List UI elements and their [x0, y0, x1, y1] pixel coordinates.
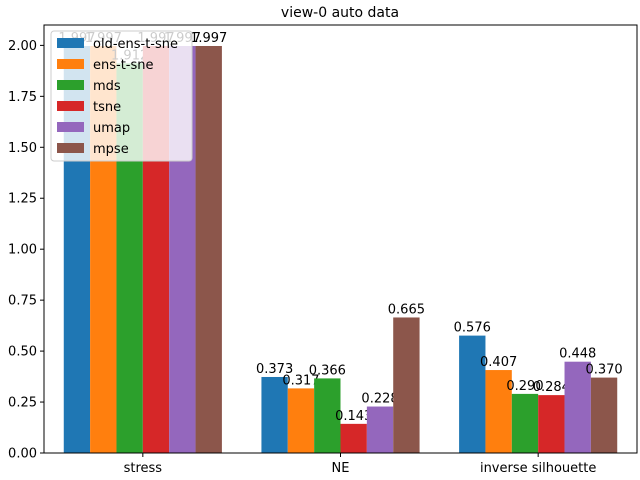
y-tick-label: 1.50 [8, 141, 37, 156]
x-tick-label: NE [332, 461, 350, 476]
bar-mds-2 [511, 393, 539, 453]
legend-label: mds [93, 79, 121, 94]
legend-label: mpse [93, 142, 129, 157]
bar-old-ens-t-sne-1 [261, 376, 288, 453]
data-label: 1.997 [190, 31, 227, 46]
data-label: 0.665 [388, 302, 425, 317]
x-tick-label: stress [124, 461, 163, 476]
legend-swatch-tsne [57, 101, 84, 111]
data-label: 0.284 [533, 380, 570, 395]
legend-label: ens-t-sne [93, 58, 154, 73]
data-label: 0.317 [282, 373, 319, 388]
legend-label: umap [93, 121, 130, 136]
legend-label: old-ens-t-sne [93, 37, 178, 52]
data-label: 0.448 [559, 347, 596, 362]
y-tick-label: 0.00 [8, 447, 37, 462]
bar-mds-1 [314, 378, 341, 453]
legend-label: tsne [93, 100, 121, 115]
bar-old-ens-t-sne-2 [459, 335, 486, 453]
data-label: 0.143 [335, 409, 372, 424]
data-label: 0.576 [454, 321, 491, 336]
data-label: 0.366 [309, 363, 346, 378]
data-label: 0.370 [585, 363, 622, 378]
bar-tsne-2 [538, 395, 565, 453]
y-tick-label: 1.00 [8, 243, 37, 258]
y-tick-label: 0.50 [8, 345, 37, 360]
bar-tsne-1 [340, 423, 367, 453]
bar-mpse-0 [195, 45, 222, 454]
y-tick-label: 1.75 [8, 90, 37, 105]
y-tick-label: 1.25 [8, 192, 37, 207]
data-label: 0.228 [361, 392, 398, 407]
data-label: 0.407 [480, 355, 517, 370]
legend-swatch-ens-t-sne [57, 59, 84, 69]
legend-box [50, 30, 193, 162]
chart-title: view-0 auto data [281, 5, 399, 21]
data-label: 0.373 [256, 362, 293, 377]
bar-umap-2 [564, 361, 591, 453]
bar-ens-t-sne-1 [287, 388, 315, 453]
bar-mpse-1 [393, 317, 420, 453]
legend-swatch-mds [57, 80, 84, 90]
bar-umap-1 [366, 406, 394, 453]
bar-mpse-2 [590, 377, 618, 453]
y-tick-label: 2.00 [8, 39, 37, 54]
legend-swatch-mpse [57, 143, 84, 153]
y-tick-label: 0.75 [8, 294, 37, 309]
x-tick-label: inverse silhouette [480, 461, 596, 476]
bar-ens-t-sne-2 [485, 370, 512, 453]
data-label: 0.290 [506, 379, 543, 394]
legend-swatch-umap [57, 122, 84, 132]
legend-swatch-old-ens-t-sne [57, 38, 84, 48]
y-tick-label: 0.25 [8, 396, 37, 411]
